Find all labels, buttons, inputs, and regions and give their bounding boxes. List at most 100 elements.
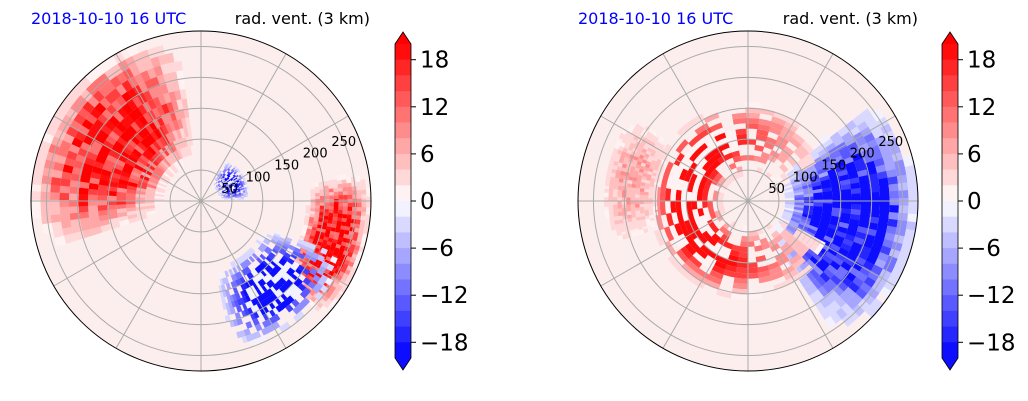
- field-cell: [702, 201, 708, 209]
- field-cell: [228, 179, 231, 182]
- field-cell: [813, 233, 824, 243]
- field-cell: [227, 192, 230, 194]
- field-cell: [670, 188, 677, 202]
- field-cell: [269, 308, 277, 317]
- colorbar-band: [395, 263, 411, 280]
- field-cell: [88, 188, 99, 197]
- field-cell: [285, 236, 293, 243]
- field-cell: [281, 265, 290, 273]
- field-cell: [103, 92, 117, 106]
- field-cell: [248, 255, 256, 263]
- field-cell: [229, 177, 233, 181]
- field-cell: [228, 166, 231, 170]
- field-cell: [242, 302, 249, 311]
- field-cell: [752, 234, 761, 242]
- field-cell: [274, 263, 283, 271]
- field-cell: [246, 249, 253, 257]
- field-cell: [255, 239, 263, 246]
- field-cell: [105, 104, 118, 117]
- field-cell: [220, 186, 223, 189]
- field-cell: [818, 285, 830, 298]
- field-cell: [788, 221, 799, 229]
- field-cell: [693, 236, 705, 249]
- field-cell: [329, 255, 338, 264]
- field-cell: [753, 155, 762, 163]
- field-cell: [733, 277, 748, 285]
- field-cell: [278, 236, 286, 243]
- field-cell: [152, 128, 163, 140]
- field-cell: [97, 189, 108, 197]
- field-cell: [813, 205, 823, 211]
- field-cell: [270, 285, 278, 294]
- field-cell: [732, 282, 748, 290]
- field-cell: [302, 277, 311, 286]
- field-cell: [746, 139, 757, 146]
- field-cell: [832, 154, 844, 164]
- field-cell: [220, 174, 223, 177]
- field-cell: [239, 180, 242, 183]
- field-cell: [847, 308, 861, 322]
- field-cell: [282, 241, 290, 248]
- field-cell: [237, 182, 241, 185]
- field-cell: [42, 167, 54, 179]
- field-cell: [819, 271, 832, 283]
- field-cell: [680, 201, 688, 213]
- field-cell: [229, 186, 233, 189]
- field-cell: [729, 174, 737, 182]
- field-cell: [144, 148, 154, 159]
- field-cell: [788, 136, 802, 149]
- field-cell: [888, 210, 899, 220]
- field-cell: [225, 195, 228, 197]
- field-cell: [178, 148, 186, 159]
- field-cell: [31, 191, 41, 202]
- field-cell: [688, 228, 699, 241]
- field-cell: [673, 235, 686, 250]
- field-cell: [758, 275, 773, 284]
- field-cell: [250, 269, 258, 277]
- field-cell: [217, 177, 221, 181]
- field-cell: [116, 191, 127, 198]
- field-cell: [273, 274, 281, 282]
- field-cell: [869, 209, 880, 218]
- right-title-variable: rad. vent. (3 km): [783, 9, 918, 28]
- field-cell: [889, 203, 899, 213]
- field-cell: [776, 223, 786, 232]
- left-cbar-tick-label: −6: [420, 236, 454, 262]
- field-cell: [217, 191, 220, 194]
- field-cell: [841, 202, 852, 210]
- field-cell: [837, 279, 850, 292]
- colorbar-band: [395, 44, 411, 61]
- colorbar-band: [942, 75, 958, 92]
- field-cell: [719, 208, 727, 215]
- field-cell: [232, 194, 235, 197]
- field-cell: [144, 197, 155, 202]
- field-cell: [792, 210, 803, 217]
- field-cell: [135, 200, 146, 205]
- field-cell: [231, 184, 234, 187]
- left-rtick-label: 50: [221, 182, 238, 197]
- field-cell: [664, 240, 677, 257]
- field-cell: [784, 195, 795, 199]
- field-cell: [238, 192, 242, 195]
- field-cell: [80, 118, 94, 132]
- field-cell: [786, 225, 796, 234]
- field-cell: [604, 213, 610, 220]
- field-cell: [175, 118, 184, 130]
- field-cell: [345, 177, 352, 184]
- field-cell: [706, 165, 716, 175]
- field-cell: [709, 211, 717, 220]
- field-cell: [832, 255, 845, 266]
- field-cell: [829, 150, 841, 160]
- field-cell: [295, 303, 304, 312]
- field-cell: [82, 228, 94, 239]
- field-cell: [764, 171, 773, 180]
- field-cell: [60, 178, 71, 189]
- field-cell: [215, 178, 218, 182]
- field-cell: [760, 151, 771, 160]
- field-cell: [164, 170, 174, 179]
- field-cell: [722, 222, 731, 230]
- field-cell: [162, 158, 172, 168]
- field-cell: [222, 192, 225, 194]
- field-cell: [229, 261, 235, 269]
- colorbar-outline: [394, 31, 412, 371]
